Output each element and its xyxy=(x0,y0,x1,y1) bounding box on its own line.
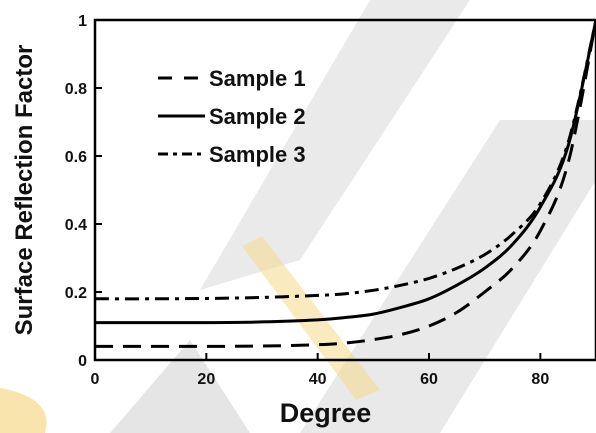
x-tick-label: 20 xyxy=(197,371,215,388)
y-axis-title: Surface Reflection Factor xyxy=(11,45,38,336)
legend: Sample 1 Sample 2 Sample 3 xyxy=(158,66,306,167)
plot-frame xyxy=(93,18,596,362)
legend-label-sample-1: Sample 1 xyxy=(209,66,306,91)
y-tick-label: 0 xyxy=(78,353,87,370)
tick-marks xyxy=(94,19,542,361)
legend-label-sample-2: Sample 2 xyxy=(209,104,306,129)
x-tick-label: 60 xyxy=(420,371,438,388)
y-tick-label: 0.2 xyxy=(65,285,87,302)
y-tick-label: 0.4 xyxy=(65,217,87,234)
tick-labels: 0 20 40 60 80 0 0.2 0.4 0.6 0.8 1 xyxy=(65,13,550,388)
x-tick-label: 40 xyxy=(309,371,327,388)
series-line-sample-2 xyxy=(95,19,596,325)
x-tick-label: 0 xyxy=(91,371,100,388)
y-tick-label: 0.6 xyxy=(65,149,87,166)
x-axis-title: Degree xyxy=(280,398,372,428)
series-line-sample-1 xyxy=(95,19,596,348)
series-line-sample-3 xyxy=(94,19,596,301)
x-tick-label: 80 xyxy=(531,371,549,388)
series-layer xyxy=(94,19,596,348)
y-tick-label: 0.8 xyxy=(65,81,87,98)
y-tick-label: 1 xyxy=(78,13,87,30)
legend-label-sample-3: Sample 3 xyxy=(209,142,306,167)
plot-area: 0 20 40 60 80 0 0.2 0.4 0.6 0.8 1 xyxy=(65,13,596,388)
